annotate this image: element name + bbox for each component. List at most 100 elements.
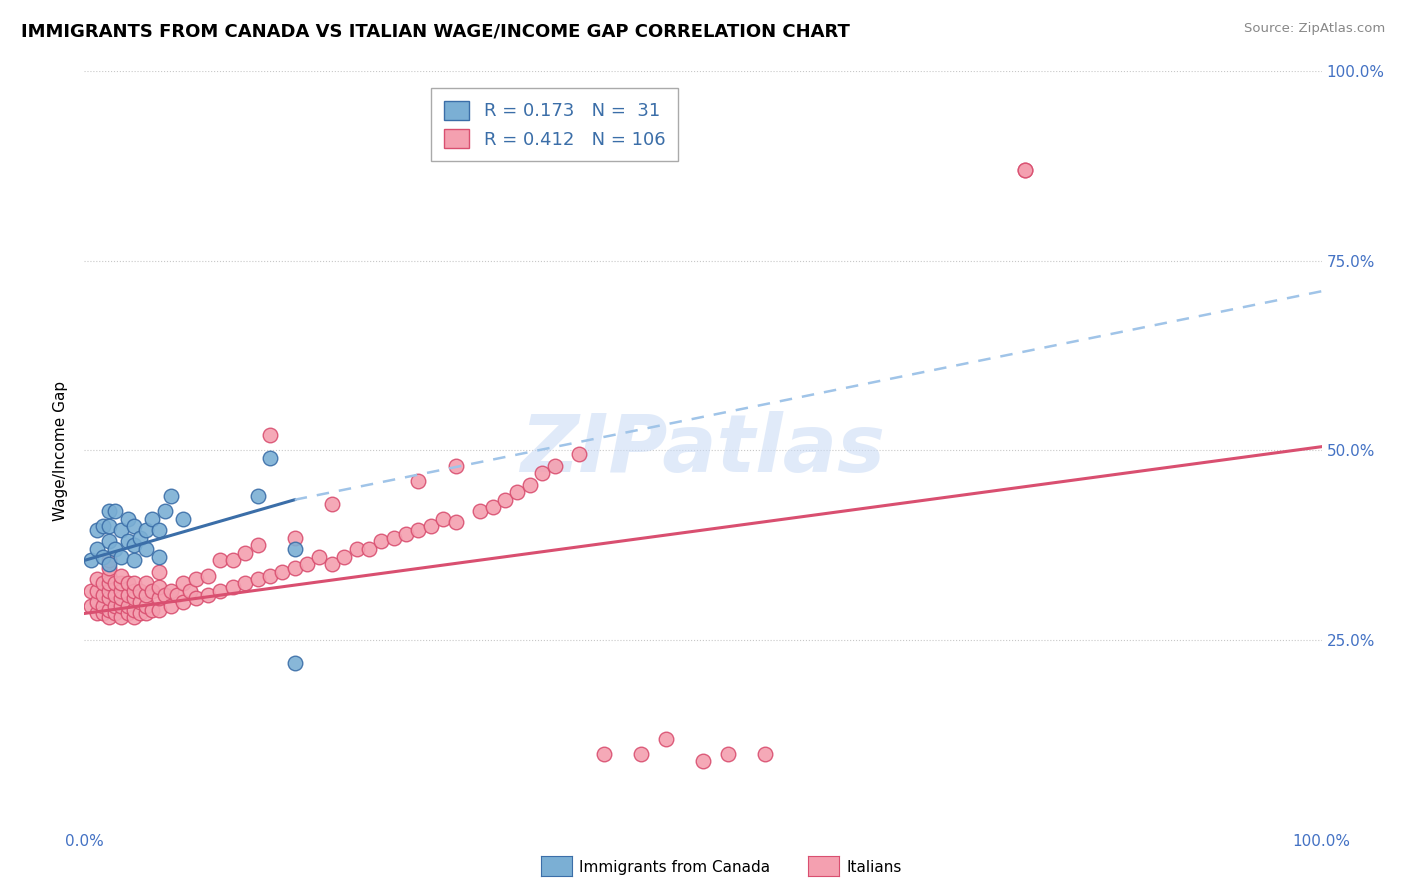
Point bbox=[444, 458, 467, 473]
Point bbox=[754, 747, 776, 761]
Point bbox=[259, 451, 281, 466]
Point bbox=[110, 523, 132, 537]
Point bbox=[98, 557, 121, 572]
Point bbox=[79, 583, 101, 598]
Point bbox=[408, 474, 430, 488]
Point bbox=[295, 557, 318, 572]
Point bbox=[506, 485, 529, 500]
Point bbox=[104, 588, 127, 602]
Point bbox=[166, 588, 188, 602]
Point bbox=[91, 588, 114, 602]
Point bbox=[222, 553, 245, 567]
Point bbox=[104, 599, 127, 613]
Point bbox=[284, 542, 307, 557]
Point bbox=[370, 534, 392, 549]
Point bbox=[308, 549, 330, 564]
Point bbox=[110, 599, 132, 613]
Point bbox=[135, 599, 157, 613]
Text: Source: ZipAtlas.com: Source: ZipAtlas.com bbox=[1244, 22, 1385, 36]
Point bbox=[110, 576, 132, 591]
Point bbox=[122, 538, 145, 552]
Point bbox=[110, 610, 132, 624]
Point bbox=[98, 591, 121, 606]
Point bbox=[284, 656, 307, 670]
Point bbox=[122, 583, 145, 598]
Point bbox=[1014, 163, 1036, 178]
Point bbox=[271, 565, 294, 579]
Point bbox=[148, 565, 170, 579]
Point bbox=[148, 580, 170, 594]
Point bbox=[284, 561, 307, 575]
Point bbox=[717, 747, 740, 761]
Point bbox=[153, 588, 176, 602]
Point bbox=[259, 568, 281, 582]
Point bbox=[104, 542, 127, 557]
Point bbox=[321, 557, 343, 572]
Point bbox=[122, 610, 145, 624]
Point bbox=[135, 523, 157, 537]
Point bbox=[86, 542, 108, 557]
Point bbox=[122, 553, 145, 567]
Point bbox=[86, 595, 108, 609]
Point bbox=[98, 553, 121, 567]
Point bbox=[197, 568, 219, 582]
Point bbox=[148, 523, 170, 537]
Point bbox=[117, 599, 139, 613]
Point bbox=[98, 504, 121, 518]
Point bbox=[160, 599, 183, 613]
Point bbox=[153, 504, 176, 518]
Point bbox=[481, 500, 503, 515]
Point bbox=[568, 447, 591, 461]
Point bbox=[135, 607, 157, 621]
Point bbox=[122, 603, 145, 617]
Point bbox=[104, 576, 127, 591]
Point bbox=[432, 512, 454, 526]
Point bbox=[79, 599, 101, 613]
Point bbox=[519, 477, 541, 491]
Point bbox=[129, 583, 152, 598]
Point bbox=[148, 591, 170, 606]
Point bbox=[98, 583, 121, 598]
Point bbox=[346, 542, 368, 557]
Point bbox=[494, 492, 516, 507]
Point bbox=[98, 568, 121, 582]
Point bbox=[86, 573, 108, 587]
Point bbox=[184, 591, 207, 606]
Point bbox=[122, 519, 145, 533]
Point bbox=[321, 496, 343, 510]
Text: Italians: Italians bbox=[846, 861, 901, 875]
Text: IMMIGRANTS FROM CANADA VS ITALIAN WAGE/INCOME GAP CORRELATION CHART: IMMIGRANTS FROM CANADA VS ITALIAN WAGE/I… bbox=[21, 22, 851, 40]
Point bbox=[117, 534, 139, 549]
Point bbox=[160, 583, 183, 598]
Point bbox=[141, 583, 163, 598]
Point bbox=[117, 512, 139, 526]
Point bbox=[135, 576, 157, 591]
Point bbox=[79, 553, 101, 567]
Point bbox=[197, 588, 219, 602]
Point bbox=[222, 580, 245, 594]
Point bbox=[91, 576, 114, 591]
Point bbox=[172, 576, 194, 591]
Point bbox=[357, 542, 380, 557]
Text: Immigrants from Canada: Immigrants from Canada bbox=[579, 861, 770, 875]
Point bbox=[104, 504, 127, 518]
Point bbox=[122, 576, 145, 591]
Point bbox=[246, 538, 269, 552]
Point bbox=[172, 512, 194, 526]
Point bbox=[86, 583, 108, 598]
Point bbox=[86, 523, 108, 537]
Point bbox=[179, 583, 201, 598]
Point bbox=[444, 516, 467, 530]
Point bbox=[408, 523, 430, 537]
Point bbox=[141, 603, 163, 617]
Point bbox=[630, 747, 652, 761]
Point bbox=[110, 583, 132, 598]
Point bbox=[129, 595, 152, 609]
Point bbox=[233, 576, 256, 591]
Point bbox=[160, 489, 183, 503]
Point bbox=[91, 607, 114, 621]
Point bbox=[259, 428, 281, 442]
Point bbox=[122, 591, 145, 606]
Point bbox=[141, 512, 163, 526]
Y-axis label: Wage/Income Gap: Wage/Income Gap bbox=[53, 380, 69, 521]
